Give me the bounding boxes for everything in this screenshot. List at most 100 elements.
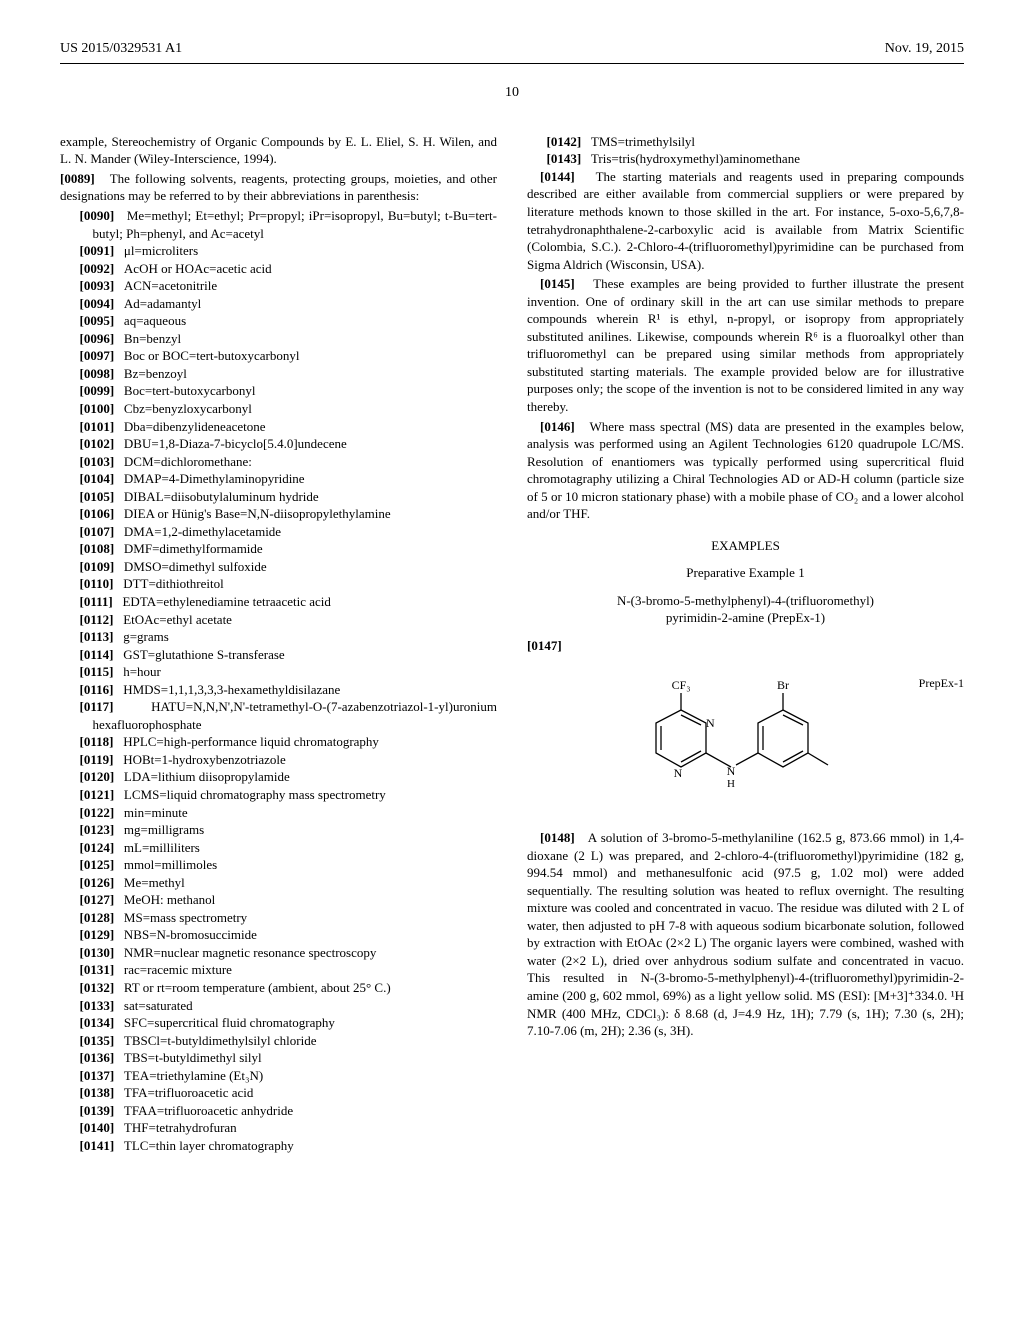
abbrev-text: LDA=lithium diisopropylamide (114, 769, 290, 784)
para-0148: [0148] A solution of 3-bromo-5-methylani… (527, 829, 964, 1040)
abbrev-text: ACN=acetonitrile (114, 278, 217, 293)
abbrev-text: mg=milligrams (114, 822, 204, 837)
abbrev-item: [0139] TFAA=trifluoroacetic anhydride (60, 1102, 497, 1120)
abbrev-text: LCMS=liquid chromatography mass spectrom… (114, 787, 386, 802)
structure-diagram: N N CF₃ N H Br (636, 675, 856, 805)
abbrev-text: g=grams (113, 629, 168, 644)
br-label: Br (777, 678, 789, 692)
abbrev-item: [0143] Tris=tris(hydroxymethyl)aminometh… (527, 150, 964, 168)
nh-hydrogen: H (727, 778, 735, 790)
abbrev-text: EtOAc=ethyl acetate (113, 612, 232, 627)
abbrev-item: [0122] min=minute (60, 804, 497, 822)
abbrev-num: [0114] (80, 647, 114, 662)
abbrev-item: [0137] TEA=triethylamine (Et₃N) (60, 1067, 497, 1085)
abbrev-item: [0123] mg=milligrams (60, 821, 497, 839)
abbrev-item: [0126] Me=methyl (60, 874, 497, 892)
abbrev-num: [0126] (80, 875, 115, 890)
abbrev-item: [0093] ACN=acetonitrile (60, 277, 497, 295)
abbreviation-list-continued: [0142] TMS=trimethylsilyl[0143] Tris=tri… (527, 133, 964, 168)
abbrev-num: [0095] (80, 313, 115, 328)
abbrev-num: [0115] (80, 664, 114, 679)
abbrev-text: AcOH or HOAc=acetic acid (114, 261, 272, 276)
abbrev-item: [0134] SFC=supercritical fluid chromatog… (60, 1014, 497, 1032)
abbrev-num: [0131] (80, 962, 115, 977)
abbrev-num: [0142] (547, 134, 582, 149)
abbrev-num: [0107] (80, 524, 115, 539)
abbrev-text: rac=racemic mixture (114, 962, 232, 977)
abbrev-item: [0120] LDA=lithium diisopropylamide (60, 768, 497, 786)
para-text: Where mass spectral (MS) data are presen… (527, 419, 964, 522)
para-0146: [0146] Where mass spectral (MS) data are… (527, 418, 964, 523)
abbrev-num: [0101] (80, 419, 115, 434)
abbrev-item: [0091] μl=microliters (60, 242, 497, 260)
abbrev-num: [0116] (80, 682, 114, 697)
abbrev-item: [0101] Dba=dibenzylideneacetone (60, 418, 497, 436)
abbrev-text: μl=microliters (114, 243, 198, 258)
abbrev-text: TFAA=trifluoroacetic anhydride (114, 1103, 293, 1118)
para-num: [0147] (527, 638, 562, 653)
cf3-label: CF₃ (671, 678, 690, 692)
publication-date: Nov. 19, 2015 (885, 40, 964, 59)
para-0089: [0089] The following solvents, reagents,… (60, 170, 497, 205)
abbrev-item: [0100] Cbz=benyzloxycarbonyl (60, 400, 497, 418)
abbrev-num: [0136] (80, 1050, 115, 1065)
abbrev-text: Me=methyl; Et=ethyl; Pr=propyl; iPr=isop… (93, 208, 498, 241)
abbrev-item: [0124] mL=milliliters (60, 839, 497, 857)
abbrev-num: [0134] (80, 1015, 115, 1030)
abbrev-num: [0113] (80, 629, 114, 644)
para-num: [0148] (540, 830, 575, 845)
preparative-heading: Preparative Example 1 (527, 564, 964, 582)
abbrev-text: TLC=thin layer chromatography (114, 1138, 294, 1153)
abbrev-text: MeOH: methanol (114, 892, 215, 907)
abbrev-item: [0125] mmol=millimoles (60, 856, 497, 874)
abbrev-item: [0118] HPLC=high-performance liquid chro… (60, 733, 497, 751)
abbrev-num: [0102] (80, 436, 115, 451)
abbrev-num: [0127] (80, 892, 115, 907)
abbrev-item: [0127] MeOH: methanol (60, 891, 497, 909)
abbrev-text: TEA=triethylamine (Et₃N) (114, 1068, 263, 1083)
abbrev-text: HOBt=1-hydroxybenzotriazole (113, 752, 285, 767)
abbrev-item: [0102] DBU=1,8-Diaza-7-bicyclo[5.4.0]und… (60, 435, 497, 453)
abbrev-item: [0140] THF=tetrahydrofuran (60, 1119, 497, 1137)
abbrev-text: TBSCl=t-butyldimethylsilyl chloride (114, 1033, 316, 1048)
para-num: [0145] (540, 276, 575, 291)
abbrev-item: [0106] DIEA or Hünig's Base=N,N-diisopro… (60, 505, 497, 523)
para-num: [0146] (540, 419, 575, 434)
abbrev-text: Dba=dibenzylideneacetone (114, 419, 265, 434)
abbrev-item: [0132] RT or rt=room temperature (ambien… (60, 979, 497, 997)
abbrev-text: sat=saturated (114, 998, 192, 1013)
abbrev-text: NMR=nuclear magnetic resonance spectrosc… (114, 945, 376, 960)
abbrev-item: [0097] Boc or BOC=tert-butoxycarbonyl (60, 347, 497, 365)
abbrev-text: GST=glutathione S-transferase (113, 647, 284, 662)
abbrev-num: [0139] (80, 1103, 115, 1118)
abbrev-item: [0110] DTT=dithiothreitol (60, 575, 497, 593)
abbrev-text: min=minute (114, 805, 187, 820)
para-num: [0089] (60, 171, 95, 186)
abbrev-num: [0104] (80, 471, 115, 486)
abbrev-text: HPLC=high-performance liquid chromatogra… (113, 734, 378, 749)
abbrev-item: [0108] DMF=dimethylformamide (60, 540, 497, 558)
abbrev-item: [0105] DIBAL=diisobutylaluminum hydride (60, 488, 497, 506)
abbrev-num: [0106] (80, 506, 115, 521)
abbrev-text: h=hour (113, 664, 160, 679)
abbrev-num: [0132] (80, 980, 115, 995)
abbrev-text: DTT=dithiothreitol (113, 576, 223, 591)
abbrev-item: [0119] HOBt=1-hydroxybenzotriazole (60, 751, 497, 769)
abbrev-num: [0122] (80, 805, 115, 820)
para-text: The following solvents, reagents, protec… (60, 171, 497, 204)
abbrev-item: [0103] DCM=dichloromethane: (60, 453, 497, 471)
abbrev-num: [0143] (547, 151, 582, 166)
abbrev-item: [0094] Ad=adamantyl (60, 295, 497, 313)
abbrev-item: [0128] MS=mass spectrometry (60, 909, 497, 927)
abbrev-text: Boc=tert-butoxycarbonyl (114, 383, 255, 398)
abbrev-text: NBS=N-bromosuccimide (114, 927, 257, 942)
para-num: [0144] (540, 169, 575, 184)
abbrev-item: [0095] aq=aqueous (60, 312, 497, 330)
abbrev-text: Bn=benzyl (114, 331, 181, 346)
abbrev-item: [0099] Boc=tert-butoxycarbonyl (60, 382, 497, 400)
abbrev-item: [0121] LCMS=liquid chromatography mass s… (60, 786, 497, 804)
page-header: US 2015/0329531 A1 Nov. 19, 2015 (60, 40, 964, 64)
publication-number: US 2015/0329531 A1 (60, 40, 182, 59)
abbrev-num: [0109] (80, 559, 115, 574)
abbrev-text: RT or rt=room temperature (ambient, abou… (114, 980, 391, 995)
